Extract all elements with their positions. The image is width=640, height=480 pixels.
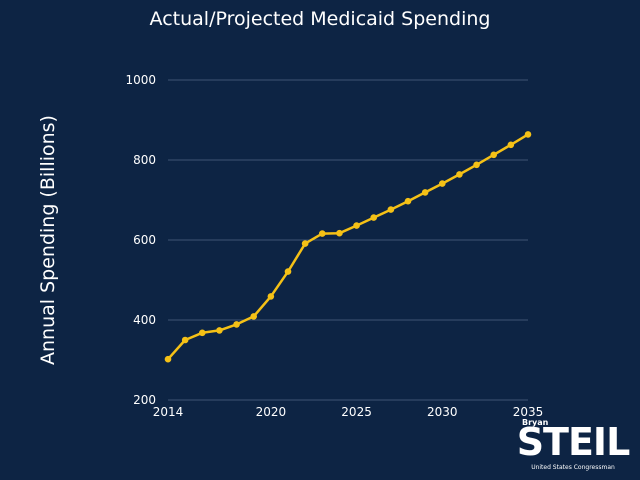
data-point: [336, 229, 343, 237]
y-tick-label: 800: [133, 153, 156, 167]
x-tick-label: 2014: [153, 405, 184, 419]
gridlines: [168, 79, 528, 401]
data-point: [473, 161, 480, 169]
data-point: [370, 214, 378, 221]
x-tick-label: 2020: [256, 405, 287, 419]
y-tick-label: 200: [133, 393, 156, 407]
data-point: [301, 240, 309, 247]
logo-first-name: Bryan: [522, 418, 549, 427]
data-point: [387, 206, 395, 213]
data-point: [233, 321, 240, 328]
y-tick-label: 1000: [125, 73, 156, 87]
x-tick-label: 2025: [341, 405, 372, 419]
data-point: [353, 222, 360, 229]
x-tick-label: 2035: [513, 405, 544, 419]
data-point: [216, 327, 223, 334]
data-point: [284, 268, 292, 275]
data-point: [438, 180, 446, 187]
data-point: [490, 151, 498, 159]
data-point: [198, 329, 206, 337]
y-tick-label: 600: [133, 233, 156, 247]
logo-subtitle: United States Congressman: [531, 464, 615, 471]
chart-title: Actual/Projected Medicaid Spending: [149, 8, 491, 30]
data-point: [421, 189, 429, 196]
data-point: [524, 131, 532, 138]
y-tick-label: 400: [133, 313, 156, 327]
series-layer: [164, 131, 532, 363]
data-point: [164, 355, 172, 363]
data-point: [456, 171, 463, 178]
logo: Bryan STEIL United States Congressman: [514, 418, 632, 474]
data-point: [267, 293, 275, 300]
y-tick-labels: 200 400 600 800 1000: [125, 73, 156, 407]
data-point: [250, 313, 258, 320]
data-point: [404, 197, 412, 205]
x-tick-labels: 2014 2020 2025 2030 2035: [153, 405, 544, 419]
data-point: [181, 336, 189, 344]
data-point: [507, 141, 515, 149]
series-line: [167, 133, 529, 361]
logo-last-name: STEIL: [516, 420, 631, 464]
data-point: [318, 230, 326, 237]
x-tick-label: 2030: [427, 405, 458, 419]
